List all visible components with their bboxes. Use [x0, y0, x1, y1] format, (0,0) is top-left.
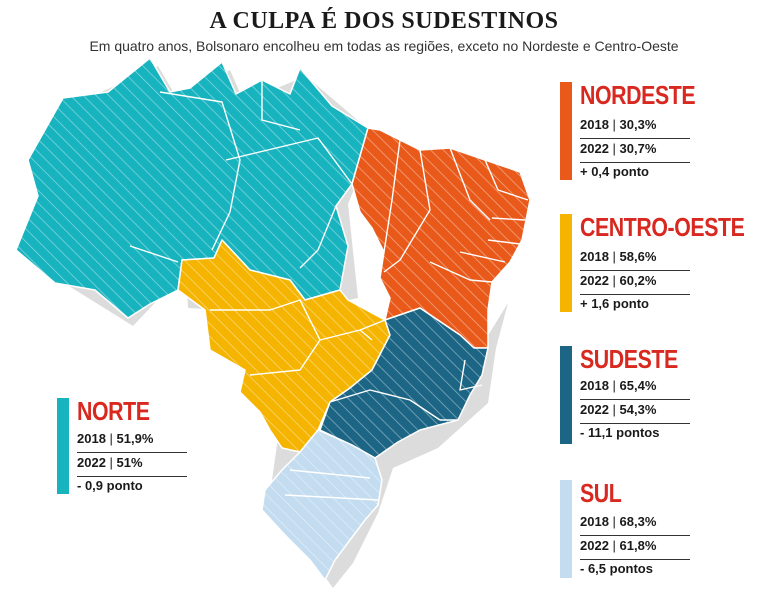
region-nordeste	[351, 127, 531, 349]
legend-centro-oeste-divider	[580, 270, 690, 271]
legend-sudeste-name: SUDESTE	[580, 344, 678, 374]
legend-sudeste-change: - 11,1 pontos	[580, 425, 660, 440]
legend-nordeste: NORDESTE 2018 | 30,3% 2022 | 30,7% + 0,4…	[560, 80, 760, 182]
legend-sudeste-2022: 2022 | 54,3%	[580, 402, 657, 417]
legend-sudeste-2018: 2018 | 65,4%	[580, 378, 657, 393]
map-subtitle: Em quatro anos, Bolsonaro encolheu em to…	[89, 38, 679, 54]
legend-sul-divider	[580, 559, 690, 560]
legend-norte-name: NORTE	[77, 396, 150, 426]
map-title: A CULPA É DOS SUDESTINOS	[209, 8, 559, 34]
legend-sul-name: SUL	[580, 478, 622, 508]
legend-sul-divider	[580, 535, 690, 536]
legend-norte-divider	[77, 476, 187, 477]
legend-sul-color-bar	[560, 480, 572, 578]
legend-centro-oeste-color-bar	[560, 214, 572, 312]
region-centro-oeste	[177, 239, 391, 453]
legend-nordeste-change: + 0,4 ponto	[580, 164, 649, 179]
legend-norte-change: - 0,9 ponto	[77, 478, 143, 493]
legend-nordeste-color-bar	[560, 82, 572, 180]
legend-norte-2022: 2022 | 51%	[77, 455, 143, 470]
legend-nordeste-divider	[580, 138, 690, 139]
legend-sudeste-color-bar	[560, 346, 572, 444]
legend-nordeste-name: NORDESTE	[580, 80, 696, 110]
legend-nordeste-2022: 2022 | 30,7%	[580, 141, 657, 156]
legend-centro-oeste-2018: 2018 | 58,6%	[580, 249, 657, 264]
legend-nordeste-divider	[580, 162, 690, 163]
legend-centro-oeste-divider	[580, 294, 690, 295]
legend-sudeste: SUDESTE 2018 | 65,4% 2022 | 54,3% - 11,1…	[560, 344, 760, 446]
legend-sul-2022: 2022 | 61,8%	[580, 538, 657, 553]
legend-centro-oeste-change: + 1,6 ponto	[580, 296, 649, 311]
region-norte	[15, 57, 369, 319]
legend-sudeste-divider	[580, 423, 690, 424]
legend-centro-oeste: CENTRO-OESTE 2018 | 58,6% 2022 | 60,2% +…	[560, 212, 760, 314]
legend-sul-change: - 6,5 pontos	[580, 561, 653, 576]
legend-norte: NORTE 2018 | 51,9% 2022 | 51% - 0,9 pont…	[57, 396, 257, 498]
legend-sul-2018: 2018 | 68,3%	[580, 514, 657, 529]
region-sudeste	[319, 307, 489, 459]
legend-centro-oeste-name: CENTRO-OESTE	[580, 212, 745, 242]
legend-norte-divider	[77, 452, 187, 453]
region-sul	[261, 429, 383, 581]
legend-sul: SUL 2018 | 68,3% 2022 | 61,8% - 6,5 pont…	[560, 478, 760, 580]
legend-sudeste-divider	[580, 399, 690, 400]
legend-nordeste-2018: 2018 | 30,3%	[580, 117, 657, 132]
legend-norte-2018: 2018 | 51,9%	[77, 431, 154, 446]
legend-centro-oeste-2022: 2022 | 60,2%	[580, 273, 657, 288]
legend-norte-color-bar	[57, 398, 69, 494]
